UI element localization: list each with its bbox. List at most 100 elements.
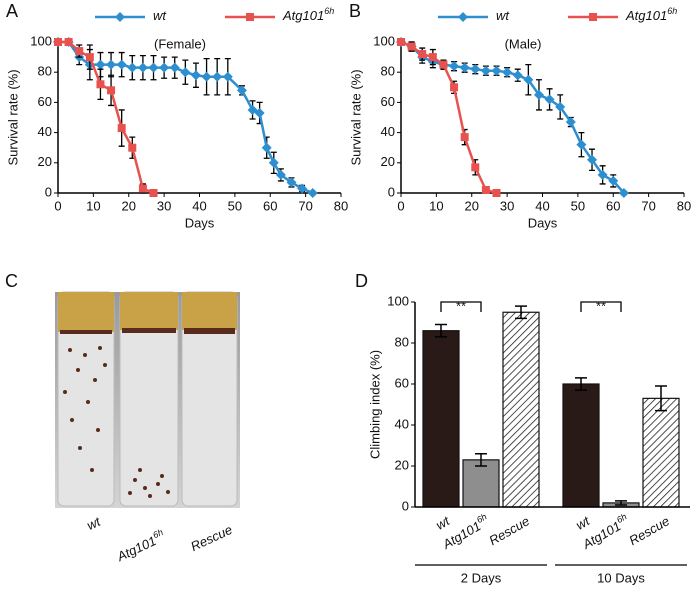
x-tick-label: 80 (677, 198, 691, 213)
group-label: 2 Days (461, 570, 502, 585)
bar (422, 330, 460, 508)
series-line (400, 40, 497, 195)
y-tick-label: 80 (395, 334, 409, 349)
marker (115, 12, 125, 22)
marker (212, 71, 223, 82)
marker (480, 65, 491, 76)
error-bar (655, 385, 667, 412)
marker (523, 74, 534, 85)
x-tick-label: 80 (334, 198, 348, 213)
marker (85, 53, 94, 62)
marker (492, 189, 501, 197)
error-bar (435, 323, 447, 338)
marker (618, 188, 629, 198)
marker (117, 124, 126, 133)
legend-label: Atg1016h (625, 6, 677, 23)
marker (169, 62, 180, 73)
group-label: 10 Days (597, 570, 645, 585)
significance-bracket (580, 301, 622, 312)
photo-label-main: Rescue (188, 522, 234, 554)
marker (261, 142, 272, 153)
marker (297, 183, 308, 194)
x-tick-label: 30 (500, 198, 514, 213)
marker (576, 139, 587, 150)
y-tick-label: 20 (381, 154, 395, 169)
y-axis-label: Survival rate (%) (348, 69, 363, 165)
marker (159, 62, 170, 73)
x-tick-label: 20 (465, 198, 479, 213)
marker (544, 94, 555, 105)
y-tick-label: 60 (381, 94, 395, 109)
x-tick-label: 0 (397, 198, 404, 213)
marker (106, 59, 117, 70)
panel-label: D (355, 271, 368, 291)
marker (190, 70, 201, 81)
x-tick-label: 20 (122, 198, 136, 213)
y-tick-label: 100 (387, 293, 409, 308)
marker (502, 67, 513, 78)
x-tick-label-sup: 6h (615, 512, 629, 526)
x-tick-label: wt (433, 513, 453, 533)
x-tick-label: 70 (641, 198, 655, 213)
marker (470, 64, 481, 75)
marker (138, 184, 147, 193)
legend-label: wt (153, 8, 167, 23)
bar (562, 383, 600, 508)
panel-label: B (349, 1, 361, 21)
panel-label: C (5, 271, 18, 291)
marker (246, 13, 254, 21)
subtitle: (Female) (154, 36, 206, 51)
series-line (58, 40, 155, 195)
marker (116, 59, 127, 70)
photo-label: wt (85, 514, 104, 534)
marker (268, 157, 279, 168)
y-tick-label: 60 (395, 375, 409, 390)
marker (286, 177, 297, 188)
legend-label: wt (496, 8, 510, 23)
marker (54, 38, 62, 46)
marker (107, 86, 116, 95)
y-tick-label: 0 (402, 498, 409, 513)
photo-label: Rescue (188, 522, 234, 554)
legend-label-sup: 6h (667, 6, 677, 16)
x-tick-label-main: wt (433, 513, 453, 533)
x-tick-label: 40 (192, 198, 206, 213)
marker (180, 67, 191, 78)
x-tick-label-main: wt (573, 513, 593, 533)
photo-label-sup: 6h (151, 527, 164, 540)
error-bar (575, 377, 587, 391)
marker (247, 104, 258, 115)
marker (491, 65, 502, 76)
x-tick-label: 10 (429, 198, 443, 213)
y-tick-label: 40 (395, 416, 409, 431)
y-tick-label: 20 (38, 154, 52, 169)
legend-label-main: wt (496, 8, 510, 23)
y-tick-label: 40 (38, 124, 52, 139)
marker (428, 53, 437, 62)
legend-label-main: Atg101 (282, 8, 324, 23)
y-tick-label: 80 (381, 64, 395, 79)
y-tick-label: 0 (45, 184, 52, 199)
x-tick-label: 40 (535, 198, 549, 213)
marker (407, 42, 416, 51)
y-tick-label: 100 (373, 33, 395, 48)
error-bar (515, 305, 527, 320)
x-tick-label: 30 (157, 198, 171, 213)
x-tick-label: wt (573, 513, 593, 533)
marker (95, 59, 106, 70)
legend-label: Atg1016h (282, 6, 334, 23)
y-axis-label: Climbing index (%) (367, 350, 382, 459)
marker (149, 189, 158, 197)
marker (512, 70, 523, 81)
x-tick-label-main: Rescue (627, 514, 673, 549)
x-tick-label: 70 (298, 198, 312, 213)
x-axis-label: Days (185, 215, 215, 230)
significance-label: ** (596, 298, 606, 313)
y-tick-label: 80 (38, 64, 52, 79)
marker (555, 101, 566, 112)
x-tick-label: 50 (571, 198, 585, 213)
marker (471, 163, 480, 172)
marker (128, 143, 137, 152)
legend-label-main: wt (153, 8, 167, 23)
